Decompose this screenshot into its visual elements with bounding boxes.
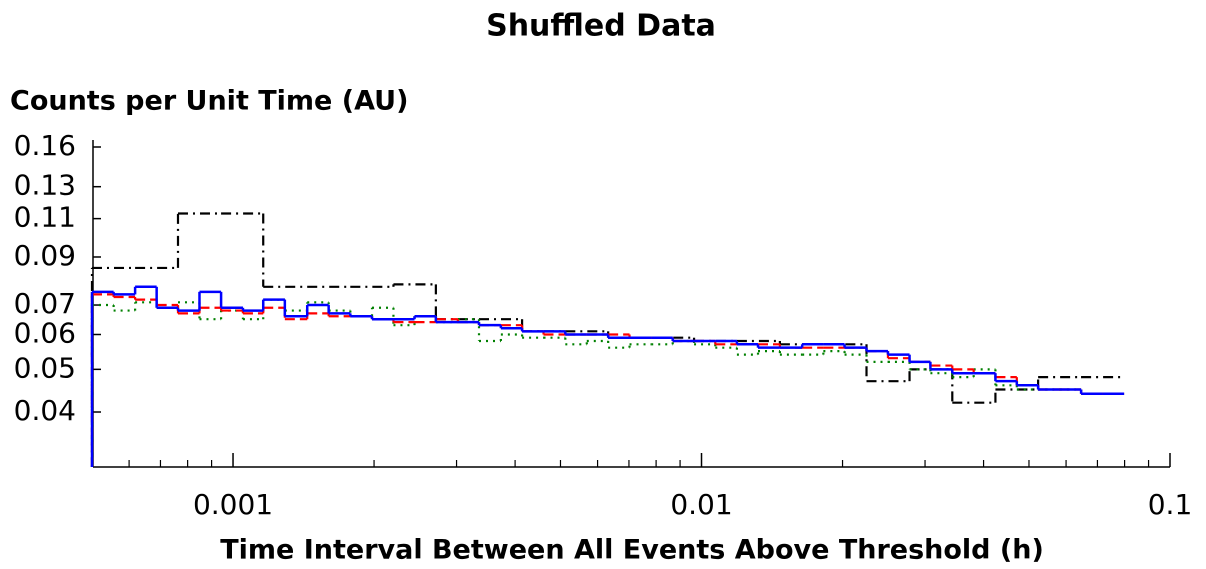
y-tick-label: 0.11 [14, 201, 76, 234]
x-axis-label: Time Interval Between All Events Above T… [220, 535, 1044, 566]
x-tick-label: 0.01 [670, 488, 732, 521]
chart-title: Shuffled Data [486, 9, 716, 44]
y-axis-label: Counts per Unit Time (AU) [10, 86, 408, 117]
x-tick-label: 0.001 [193, 488, 273, 521]
x-tick-label: 0.1 [1148, 488, 1193, 521]
y-tick-label: 0.05 [14, 351, 76, 384]
y-tick-label: 0.07 [14, 287, 76, 320]
y-tick-label: 0.13 [14, 169, 76, 202]
y-tick-label: 0.06 [14, 316, 76, 349]
y-tick-label: 0.04 [14, 394, 76, 427]
y-tick-label: 0.16 [14, 129, 76, 162]
y-tick-label: 0.09 [14, 239, 76, 272]
